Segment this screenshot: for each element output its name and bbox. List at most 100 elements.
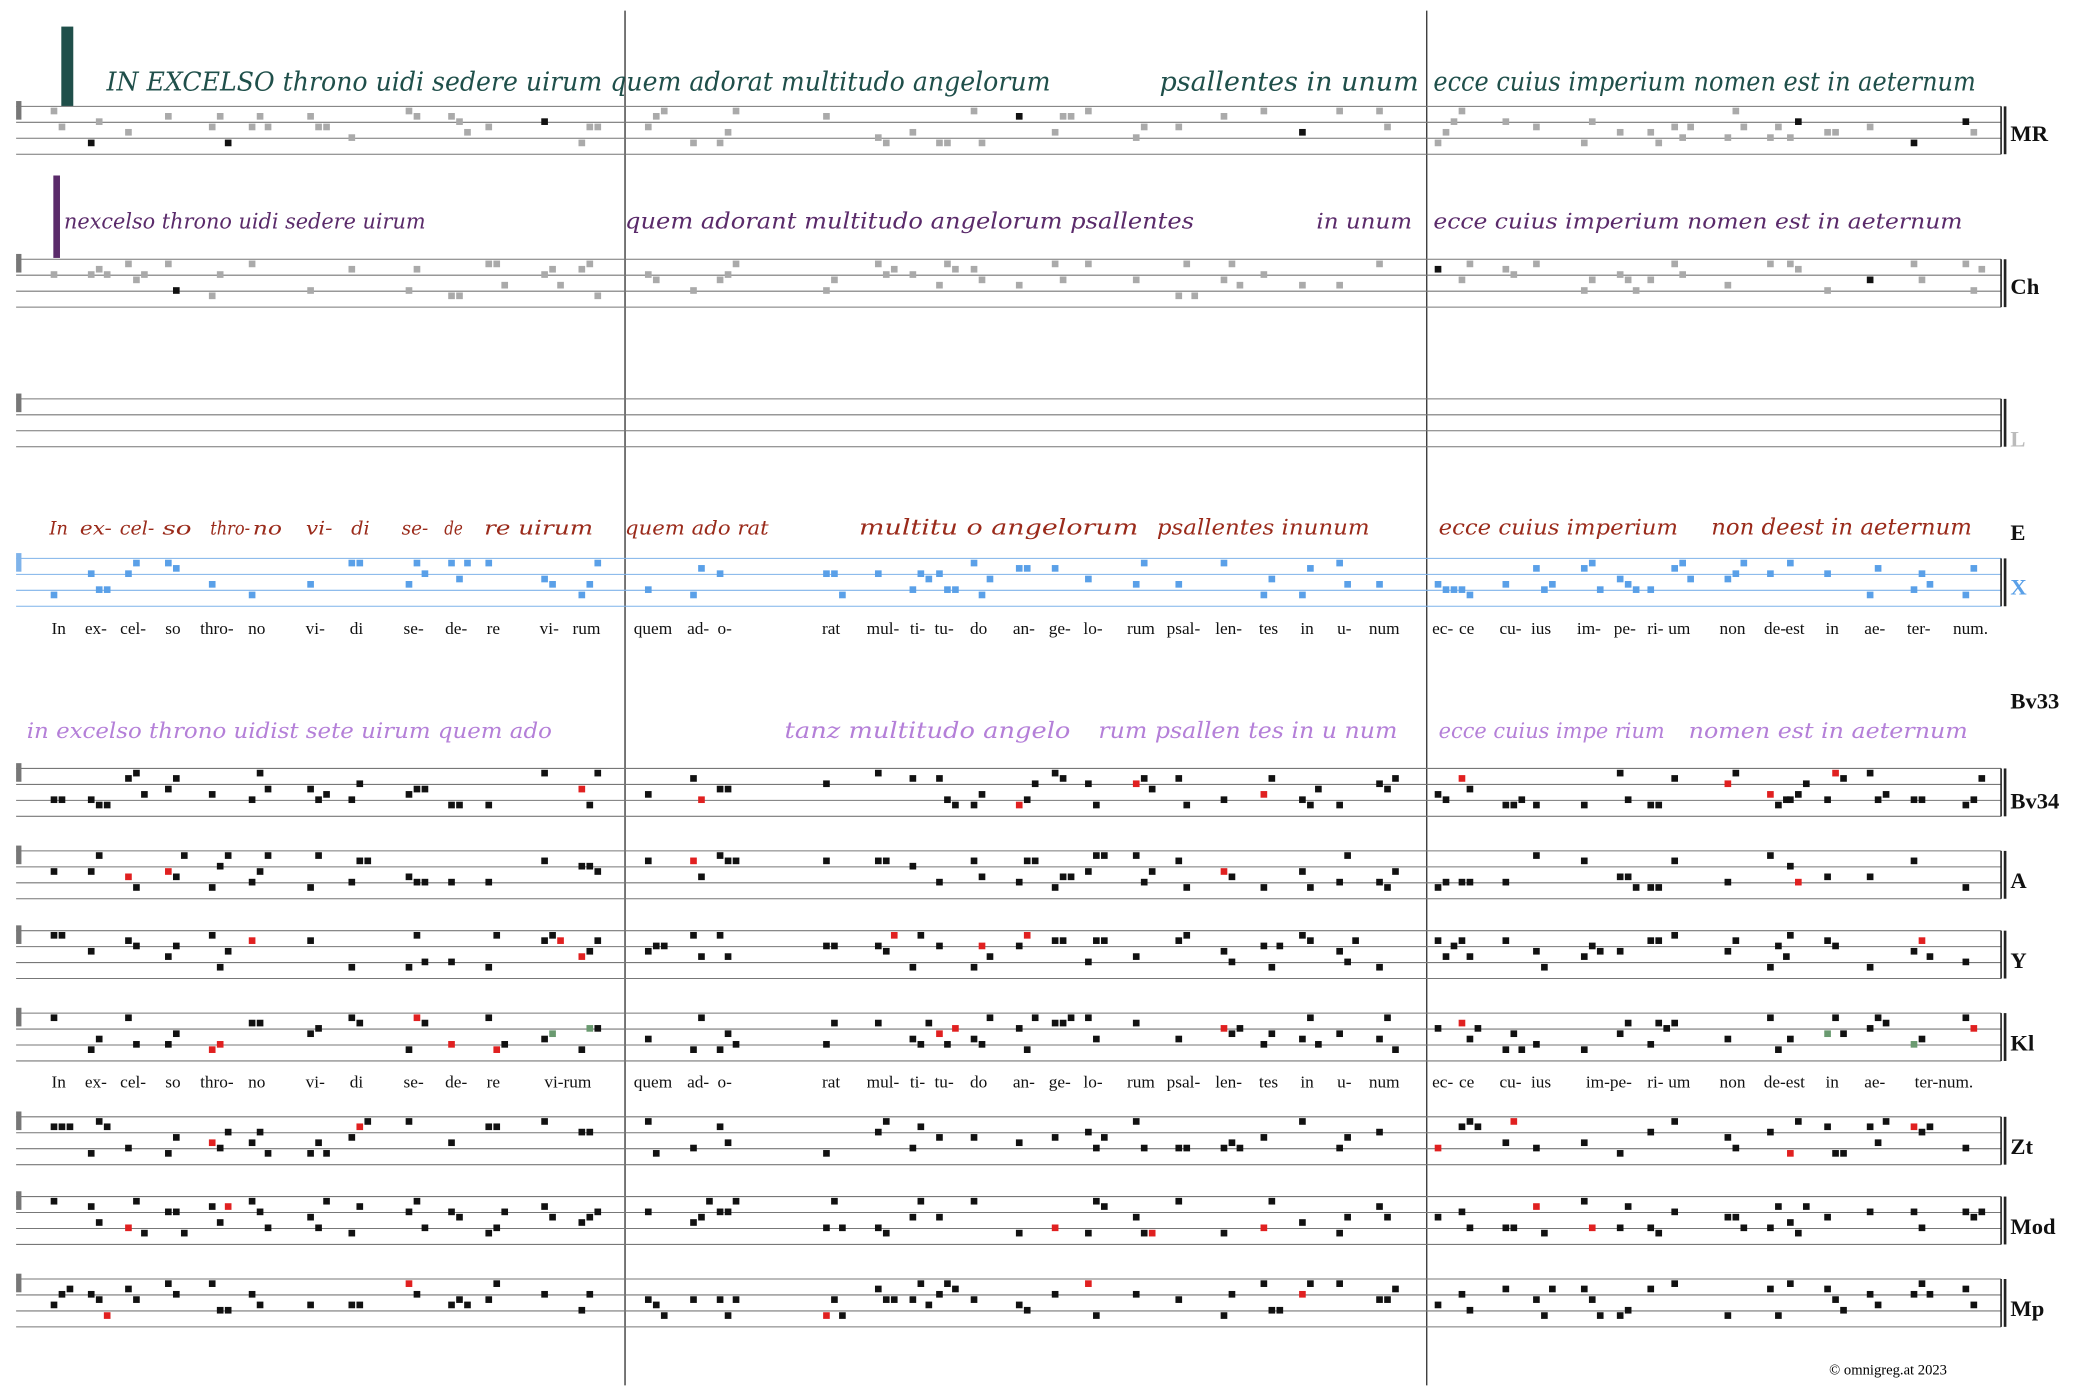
neume [874, 134, 882, 141]
neume [698, 565, 705, 572]
neume [586, 1290, 594, 1298]
neume [1502, 1224, 1510, 1232]
neume [1140, 775, 1148, 782]
neume [307, 287, 314, 294]
neume [706, 1197, 713, 1205]
neume [1299, 281, 1306, 289]
lyric: lo- [1083, 619, 1102, 638]
neume [1724, 1035, 1732, 1043]
neume [586, 123, 594, 131]
neume [125, 1285, 132, 1293]
neume [1336, 1229, 1343, 1237]
neume [1732, 570, 1740, 578]
neume [323, 1197, 330, 1205]
neume [133, 559, 140, 567]
neume [1344, 1213, 1351, 1221]
neume [1502, 581, 1510, 588]
neume [456, 1296, 463, 1303]
lyric: ius [1531, 1073, 1551, 1092]
neume [456, 801, 463, 809]
neume [1724, 878, 1732, 886]
neume [165, 1041, 172, 1048]
neume [248, 1197, 256, 1205]
neume [50, 1123, 58, 1131]
neume [1268, 1030, 1276, 1038]
neume [644, 1208, 652, 1216]
lyric: rum [573, 619, 601, 638]
neume [216, 1219, 224, 1226]
lyric: ti- [910, 619, 926, 638]
neume [1336, 1144, 1343, 1152]
neume [1687, 575, 1694, 583]
neume [716, 276, 724, 284]
neume [216, 271, 224, 278]
neume [1434, 139, 1442, 147]
neume [831, 570, 838, 578]
neume [1344, 581, 1351, 588]
neume [1580, 953, 1588, 960]
neume [1632, 287, 1640, 294]
neume [644, 947, 652, 955]
neume [1458, 276, 1466, 284]
neume [1740, 1224, 1748, 1232]
neume [1775, 801, 1782, 809]
neume [1307, 565, 1314, 572]
neume [1910, 1290, 1918, 1298]
neume [1510, 1030, 1518, 1038]
neume [732, 1041, 740, 1048]
neume [125, 1224, 132, 1232]
neume [485, 1123, 493, 1131]
lyric: len- [1215, 619, 1242, 638]
neume [1970, 1025, 1978, 1032]
neume [1767, 852, 1774, 859]
neume [1132, 953, 1140, 960]
neume [1191, 292, 1199, 300]
neume [1787, 1150, 1794, 1157]
row-label: E [2010, 520, 2025, 545]
neume [1679, 134, 1686, 141]
neume [356, 1123, 364, 1131]
neume [1434, 937, 1442, 944]
neume [1132, 1213, 1140, 1221]
neume [1228, 1030, 1236, 1038]
neume [264, 1150, 272, 1157]
neume [464, 1301, 471, 1309]
neume [208, 1046, 216, 1053]
lyric: im-pe- [1586, 1073, 1632, 1092]
neume [732, 107, 740, 115]
neume [1299, 1035, 1306, 1043]
neume [586, 1213, 594, 1221]
neume [50, 868, 58, 875]
neume [172, 775, 180, 782]
neume [172, 1290, 180, 1298]
neume [1093, 1197, 1100, 1205]
neume [1307, 801, 1314, 809]
neume [1962, 1285, 1970, 1293]
neume [909, 586, 917, 593]
neume [874, 1128, 882, 1136]
neume [1434, 581, 1442, 588]
neume [1962, 118, 1970, 125]
neume [1580, 1285, 1588, 1293]
neume [1510, 1118, 1518, 1125]
neume [652, 1301, 660, 1309]
lyric: tes [1259, 1073, 1278, 1092]
neume [1671, 123, 1679, 131]
manuscript-text: ecce cuius imperium [1439, 515, 1678, 540]
neume [95, 1035, 103, 1043]
neume [970, 265, 978, 273]
neume [1787, 559, 1794, 567]
clef [16, 763, 22, 782]
neume [541, 857, 548, 865]
neume [1724, 780, 1732, 788]
neume [1918, 276, 1926, 284]
neume [1671, 1280, 1679, 1287]
neume [58, 1290, 66, 1298]
neume [1059, 775, 1067, 782]
neume [1051, 769, 1059, 777]
neume [456, 575, 463, 583]
neume [890, 931, 898, 939]
neume [1450, 942, 1458, 950]
neume [1100, 1203, 1108, 1210]
